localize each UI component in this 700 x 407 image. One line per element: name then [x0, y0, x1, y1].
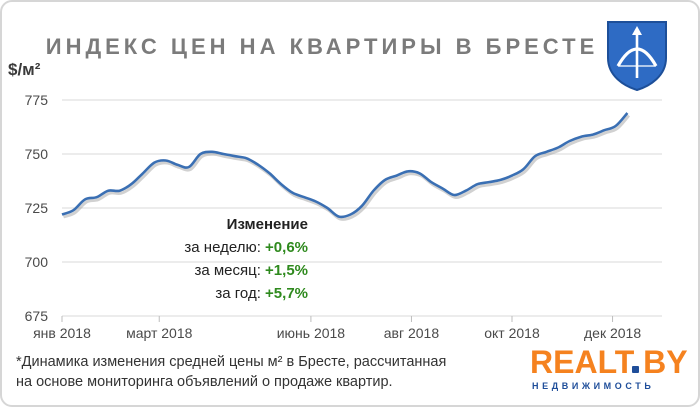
change-row-month: за месяц: +1,5%: [142, 259, 308, 282]
footnote: *Динамика изменения средней цены м² в Бр…: [16, 352, 496, 392]
footnote-line-2: на основе мониторинга объявлений о прода…: [16, 374, 393, 390]
y-tick-label-750: 750: [25, 146, 49, 162]
change-value-month: +1,5%: [265, 262, 308, 279]
change-row-week: за неделю: +0,6%: [142, 236, 308, 259]
series-line: [61, 112, 629, 219]
change-annotation: Изменение за неделю: +0,6% за месяц: +1,…: [142, 213, 308, 305]
x-tick-label-1: март 2018: [126, 325, 193, 341]
logo-sub-text: НЕДВИЖИМОСТЬ: [532, 381, 655, 391]
change-heading: Изменение: [226, 216, 308, 233]
change-row-year: за год: +5,7%: [142, 282, 308, 305]
brest-coat-of-arms-icon: [607, 21, 667, 92]
y-axis-unit: $/м²: [8, 60, 41, 79]
change-label-month: за месяц:: [194, 262, 261, 279]
x-tick-label-4: окт 2018: [484, 325, 540, 341]
change-label-week: за неделю:: [184, 239, 261, 256]
change-value-year: +5,7%: [265, 285, 308, 302]
x-tick-label-3: авг 2018: [384, 325, 440, 341]
change-value-week: +0,6%: [265, 239, 308, 256]
y-tick-label-700: 700: [25, 254, 49, 270]
logo-dot: [632, 366, 639, 373]
logo-main-text: REALT BY: [530, 344, 688, 380]
x-tick-label-5: дек 2018: [584, 325, 641, 341]
chart-title: ИНДЕКС ЦЕН НА КВАРТИРЫ В БРЕСТЕ: [45, 34, 599, 59]
footnote-line-1: *Динамика изменения средней цены м² в Бр…: [16, 354, 447, 370]
realt-by-logo[interactable]: REALT BY НЕДВИЖИМОСТЬ: [530, 344, 690, 396]
series-line-shadow: [62, 114, 631, 221]
change-label-year: за год:: [215, 285, 261, 302]
y-tick-label-725: 725: [25, 200, 49, 216]
y-tick-label-775: 775: [25, 92, 49, 108]
x-tick-label-0: янв 2018: [33, 325, 91, 341]
x-tick-label-2: июнь 2018: [277, 325, 346, 341]
y-tick-label-675: 675: [25, 308, 49, 324]
